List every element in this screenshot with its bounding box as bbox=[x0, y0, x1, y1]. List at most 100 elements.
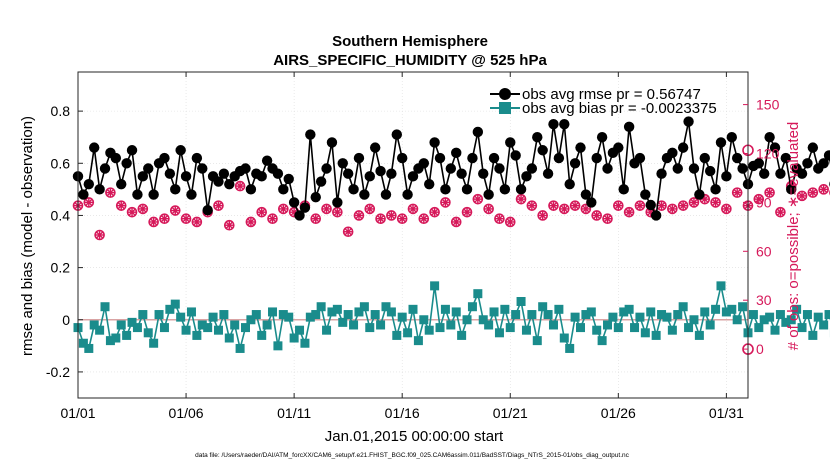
bias-point bbox=[748, 310, 758, 320]
count-evaluated-point bbox=[463, 208, 472, 217]
rmse-point bbox=[737, 163, 748, 174]
count-evaluated-point bbox=[365, 204, 374, 213]
count-evaluated-point bbox=[106, 188, 115, 197]
x-tick-label: 01/11 bbox=[277, 405, 311, 421]
bias-point bbox=[559, 333, 569, 343]
rmse-point bbox=[407, 171, 419, 182]
bias-point bbox=[154, 310, 164, 320]
count-evaluated-point bbox=[171, 206, 180, 215]
legend: obs avg rmse pr = 0.56747 obs avg bias p… bbox=[490, 86, 717, 117]
bias-point bbox=[84, 343, 94, 353]
count-evaluated-point bbox=[387, 211, 396, 220]
bias-point bbox=[765, 312, 775, 322]
bias-point bbox=[338, 317, 348, 327]
bias-point bbox=[651, 330, 661, 340]
count-possible-point bbox=[342, 226, 354, 238]
bias-point bbox=[289, 333, 299, 343]
rmse-point bbox=[710, 184, 721, 195]
count-possible-point bbox=[580, 203, 592, 215]
bias-point bbox=[440, 304, 450, 314]
count-evaluated-point bbox=[679, 201, 688, 210]
count-evaluated-point bbox=[246, 217, 255, 226]
count-possible-point bbox=[83, 197, 95, 208]
count-evaluated-point bbox=[808, 188, 817, 197]
bias-point bbox=[678, 302, 688, 312]
count-evaluated-point bbox=[117, 201, 126, 210]
rmse-point bbox=[170, 184, 181, 195]
bias-point bbox=[565, 343, 575, 353]
y-left-tick-label: -0.2 bbox=[46, 364, 70, 380]
bias-point bbox=[413, 336, 423, 346]
count-evaluated-point bbox=[776, 208, 785, 217]
rmse-point bbox=[332, 197, 343, 208]
rmse-point bbox=[775, 168, 786, 179]
bias-point bbox=[619, 307, 629, 317]
rmse-point bbox=[796, 168, 808, 179]
x-tick-label: 01/06 bbox=[169, 405, 204, 421]
bias-point bbox=[354, 307, 364, 317]
rmse-point bbox=[218, 168, 230, 179]
count-evaluated-point bbox=[560, 204, 569, 213]
rmse-point bbox=[478, 168, 489, 179]
rmse-point bbox=[461, 184, 473, 195]
count-evaluated-point bbox=[441, 198, 450, 207]
rmse-point bbox=[256, 171, 267, 182]
legend-bias-label: obs avg bias pr = -0.0023375 bbox=[522, 100, 717, 117]
rmse-point bbox=[823, 150, 830, 161]
x-axis-label: Jan.01,2015 00:00:00 start bbox=[325, 428, 504, 445]
bias-point bbox=[597, 336, 607, 346]
bias-point bbox=[122, 330, 132, 340]
bias-point bbox=[268, 307, 278, 317]
rmse-point bbox=[137, 171, 149, 182]
bias-point bbox=[608, 312, 618, 322]
bias-point bbox=[138, 310, 148, 320]
count-possible-point bbox=[688, 197, 700, 208]
count-possible-point bbox=[115, 200, 127, 211]
count-evaluated-point bbox=[635, 201, 644, 210]
bias-point bbox=[538, 302, 548, 312]
bias-point bbox=[332, 304, 342, 314]
bias-point bbox=[78, 338, 88, 348]
bias-point bbox=[684, 323, 694, 333]
rmse-point bbox=[451, 147, 462, 159]
count-possible-point bbox=[472, 193, 484, 205]
bias-point bbox=[132, 323, 142, 333]
bias-point bbox=[489, 307, 499, 317]
count-evaluated-point bbox=[376, 214, 385, 223]
bias-point bbox=[397, 312, 407, 322]
rmse-point bbox=[640, 189, 651, 200]
rmse-point bbox=[548, 118, 559, 130]
rmse-point bbox=[121, 158, 132, 169]
bias-point bbox=[192, 330, 202, 340]
bias-point bbox=[505, 323, 515, 333]
bias-point bbox=[105, 336, 115, 346]
y-left-tick-label: 0.8 bbox=[51, 103, 71, 119]
count-possible-point bbox=[515, 193, 527, 205]
count-evaluated-point bbox=[354, 211, 363, 220]
rmse-point bbox=[515, 184, 527, 195]
bias-point bbox=[176, 312, 186, 322]
count-evaluated-point bbox=[160, 214, 169, 223]
rmse-point bbox=[591, 152, 602, 164]
bias-point bbox=[640, 328, 650, 338]
bias-point bbox=[235, 343, 245, 353]
rmse-point bbox=[537, 145, 548, 156]
rmse-point bbox=[596, 132, 608, 143]
bias-point bbox=[781, 317, 791, 327]
count-evaluated-point bbox=[236, 182, 245, 191]
count-possible-point bbox=[353, 210, 365, 221]
bias-point bbox=[813, 312, 823, 322]
count-series bbox=[72, 144, 830, 355]
rmse-point bbox=[667, 147, 678, 159]
rmse-point bbox=[494, 163, 505, 174]
bias-point bbox=[149, 338, 159, 348]
bias-point bbox=[257, 330, 267, 340]
data-file-footer: data file: /Users/raeder/DAI/ATM_forcXX/… bbox=[195, 452, 630, 459]
count-possible-point bbox=[591, 210, 603, 221]
bias-point bbox=[732, 315, 742, 325]
rmse-point bbox=[143, 163, 154, 174]
rmse-point bbox=[559, 118, 570, 130]
count-possible-point bbox=[764, 187, 775, 198]
rmse-point bbox=[83, 178, 95, 190]
